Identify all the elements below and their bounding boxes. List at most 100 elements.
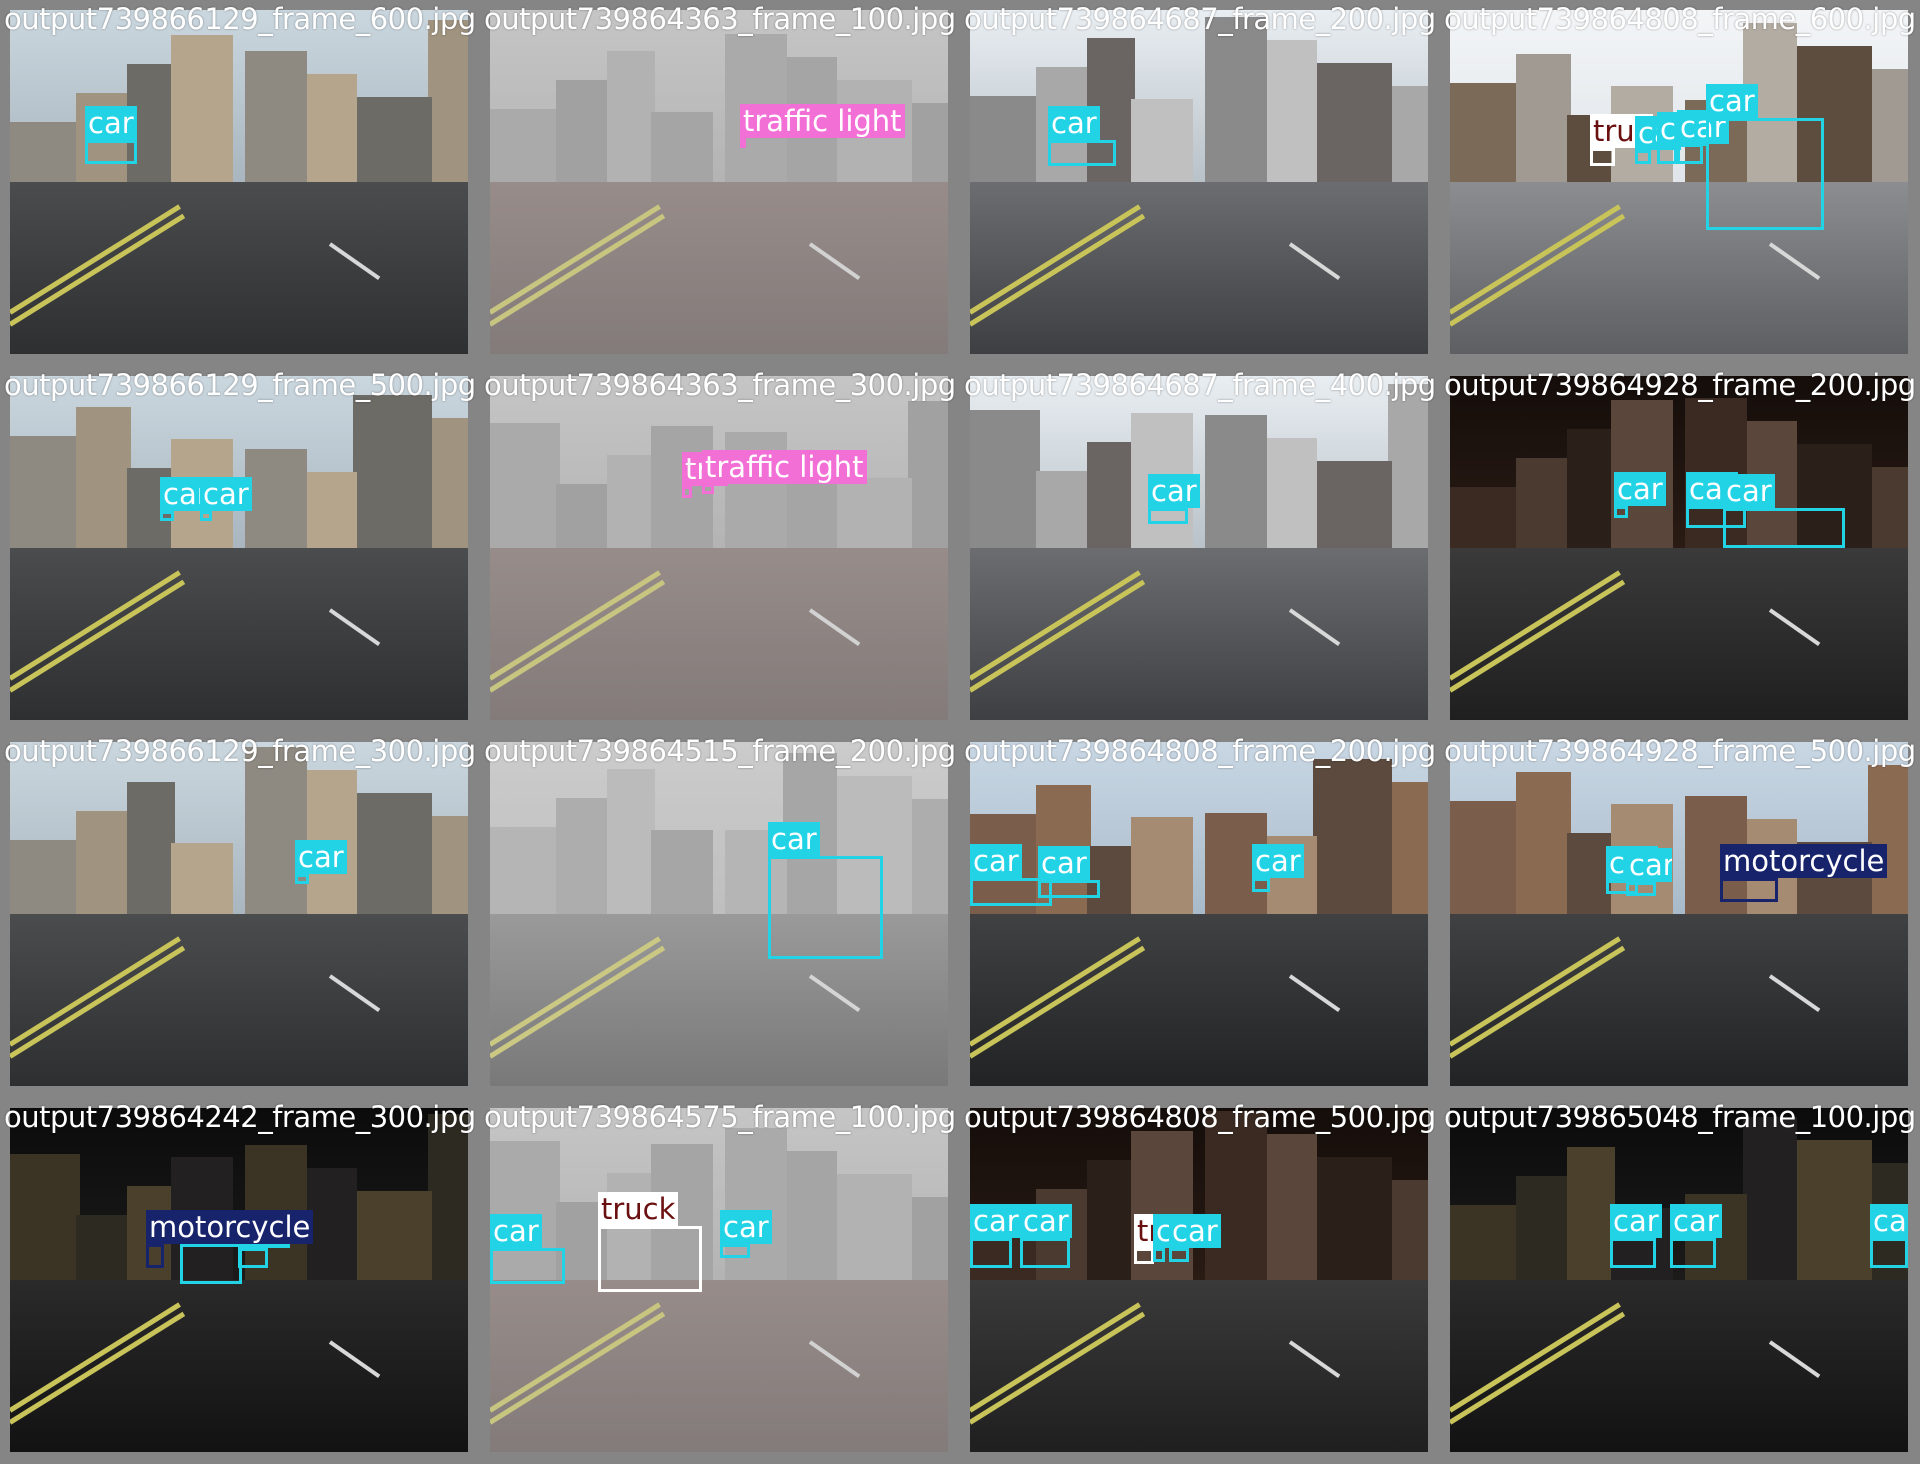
detection-box[interactable] (970, 1238, 1012, 1268)
detection-box[interactable] (1153, 1248, 1165, 1262)
road (1450, 1280, 1908, 1452)
scene-photo: car (970, 10, 1428, 354)
building (490, 827, 560, 914)
detection-box[interactable] (1252, 878, 1270, 892)
detection-label: traffic light (702, 450, 867, 484)
building (1793, 444, 1872, 548)
building (428, 20, 468, 182)
detection-box[interactable] (740, 138, 746, 148)
building (10, 436, 80, 548)
detection-box[interactable] (1038, 880, 1100, 898)
detection-box[interactable] (1048, 140, 1116, 166)
filename-caption: output739866129_frame_300.jpg (4, 734, 476, 768)
detection-box[interactable] (1606, 880, 1638, 894)
building (10, 1154, 80, 1280)
detection-box[interactable] (1148, 508, 1188, 524)
filename-caption: output739866129_frame_600.jpg (4, 2, 476, 36)
building (127, 782, 175, 914)
building (908, 1197, 948, 1280)
detection-label: car (970, 844, 1022, 878)
detection-label: car (1169, 1214, 1221, 1248)
detection-label: car (970, 1204, 1022, 1238)
scene-photo: car (10, 10, 468, 354)
grid-tile[interactable]: carcarmotorcycleoutput739864928_frame_50… (1440, 732, 1920, 1098)
scene-photo: car (10, 742, 468, 1086)
detection-box[interactable] (702, 484, 714, 494)
building (1450, 1205, 1520, 1280)
detection-label: car (1670, 1204, 1722, 1238)
building (10, 122, 80, 182)
grid-tile[interactable]: car output739866129_frame_300.jpg (0, 732, 480, 1098)
detection-box[interactable] (1670, 1238, 1716, 1268)
detection-box[interactable] (238, 1248, 268, 1268)
building (1388, 86, 1428, 182)
detection-box[interactable] (85, 140, 137, 164)
detection-box[interactable] (490, 1248, 565, 1284)
filename-caption: output739864242_frame_300.jpg (4, 1100, 476, 1134)
detection-label: car (1723, 474, 1775, 508)
building (1313, 63, 1392, 182)
detection-label: car (200, 477, 252, 511)
detection-box[interactable] (1706, 118, 1824, 230)
detection-label: car (1610, 1204, 1662, 1238)
building (428, 1114, 468, 1280)
detection-box[interactable] (1169, 1248, 1189, 1262)
grid-tile[interactable]: car car car output739864808_frame_200.jpg (960, 732, 1440, 1098)
detection-box[interactable] (1657, 146, 1677, 164)
building (908, 799, 948, 914)
grid-tile[interactable]: car car output739866129_frame_500.jpg (0, 366, 480, 732)
grid-tile[interactable]: car output739864687_frame_200.jpg (960, 0, 1440, 366)
detection-box[interactable] (180, 1244, 242, 1284)
detection-box[interactable] (1614, 506, 1628, 518)
detection-box[interactable] (970, 878, 1052, 906)
grid-tile[interactable]: traffic light output739864363_frame_100.j… (480, 0, 960, 366)
detection-box[interactable] (1020, 1238, 1070, 1268)
detection-box[interactable] (1723, 508, 1845, 548)
building (1087, 1160, 1135, 1280)
building (651, 112, 713, 182)
grid-tile[interactable]: car output739864515_frame_200.jpg (480, 732, 960, 1098)
detection-box[interactable] (768, 856, 883, 959)
grid-tile[interactable]: traffic lighttraffic lightoutput73986436… (480, 366, 960, 732)
filename-caption: output739864928_frame_500.jpg (1444, 734, 1916, 768)
building (1131, 817, 1193, 914)
detection-box[interactable] (1610, 1238, 1656, 1268)
building (353, 793, 432, 914)
grid-tile[interactable]: car truck car output739864575_frame_100.jpg (480, 1098, 960, 1464)
road (970, 182, 1428, 354)
road (970, 1280, 1428, 1452)
detection-box[interactable] (1134, 1248, 1154, 1264)
detection-box[interactable] (1677, 144, 1703, 164)
building (1388, 1180, 1428, 1280)
detection-box[interactable] (720, 1244, 750, 1258)
grid-tile[interactable]: car output739866129_frame_600.jpg (0, 0, 480, 366)
detection-box[interactable] (295, 874, 309, 884)
building (651, 830, 713, 914)
grid-tile[interactable]: carcarmotorcycleoutput739864242_frame_30… (0, 1098, 480, 1464)
grid-tile[interactable]: car output739864687_frame_400.jpg (960, 366, 1440, 732)
detection-box[interactable] (1720, 878, 1778, 902)
detection-box[interactable] (1635, 150, 1651, 164)
scene-photo: car (490, 742, 948, 1086)
detection-box[interactable] (160, 511, 174, 521)
building (1388, 384, 1428, 548)
building (353, 395, 432, 548)
building (1743, 1117, 1797, 1280)
grid-tile[interactable]: car car car output739864928_frame_200.jpg (1440, 366, 1920, 732)
building (245, 51, 307, 182)
detection-box[interactable] (598, 1226, 702, 1292)
road (1450, 182, 1908, 354)
detection-box[interactable] (200, 511, 212, 521)
detection-box[interactable] (1686, 506, 1746, 528)
building (833, 776, 912, 914)
building (1036, 471, 1091, 548)
detection-box[interactable] (682, 486, 692, 498)
detection-box[interactable] (1870, 1238, 1908, 1268)
grid-tile[interactable]: truckcarcarcarcaroutput739864808_frame_6… (1440, 0, 1920, 366)
detection-box[interactable] (146, 1244, 164, 1268)
detection-label: car (1870, 1204, 1908, 1238)
detection-box[interactable] (1590, 148, 1615, 166)
grid-tile[interactable]: carcartruckcarcaroutput739864808_frame_5… (960, 1098, 1440, 1464)
grid-tile[interactable]: carcarcaroutput739865048_frame_100.jpg (1440, 1098, 1920, 1464)
detection-box[interactable] (1626, 882, 1656, 896)
